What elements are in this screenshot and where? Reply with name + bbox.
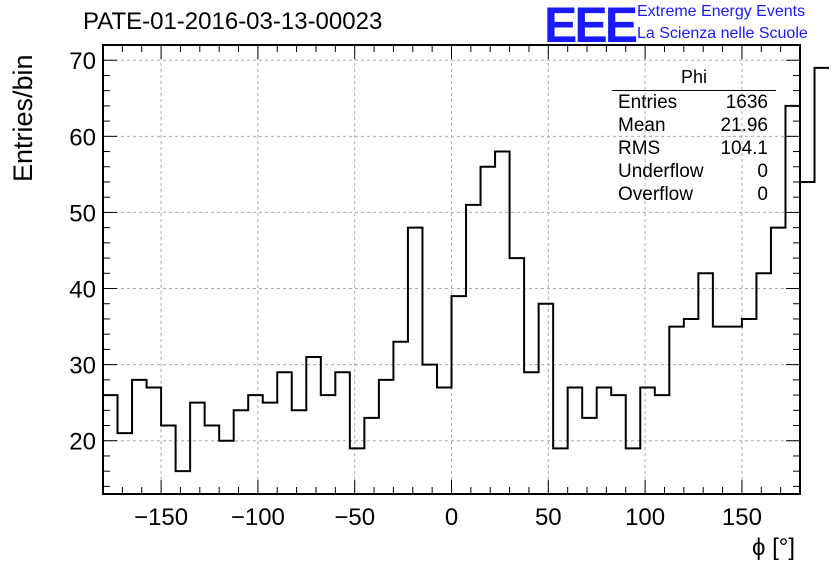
y-tick-label: 50 [69,200,96,227]
y-tick-label: 70 [69,48,96,75]
x-axis: −150 −100 −50 0 50 100 150 [102,45,801,531]
histogram-bin [422,365,437,494]
histogram-bin [510,258,525,494]
histogram-bin [785,106,800,494]
eee-logo: EEE [544,0,638,53]
histogram-bin [176,471,191,494]
stats-box: Phi Entries 1636 Mean 21.96 RMS 104.1 Under… [612,66,776,206]
histogram-bin [364,418,379,494]
histogram-bin [118,433,133,494]
x-tick-label: 50 [535,504,562,531]
stats-row: Underflow 0 [612,160,776,183]
stats-key: Underflow [618,161,704,182]
histogram-bin [190,403,205,494]
histogram-bin [698,273,713,494]
histogram-bin [742,319,757,494]
stats-row: Overflow 0 [612,183,776,206]
logo-text-line1: Extreme Energy Events [637,3,806,20]
histogram-bin [350,448,365,494]
x-tick-label: −50 [334,504,375,531]
x-tick-label: −150 [134,504,188,531]
histogram-bin [553,448,568,494]
histogram-bin [756,273,771,494]
stats-value: 0 [757,161,768,182]
histogram-bin [568,387,583,494]
y-axis-label: Entries/bin [8,54,38,182]
stats-key: Entries [618,92,678,113]
logo-text-line2: La Scienza nelle Scuole [637,25,808,42]
histogram-bin [132,380,147,494]
stats-key: Overflow [618,184,693,205]
histogram-bin [495,152,510,494]
histogram-bin [800,182,815,494]
histogram-bin [582,418,597,494]
stats-key: Mean [618,115,666,136]
histogram-bin [205,426,220,494]
x-tick-label: 0 [445,504,458,531]
grid [103,45,800,494]
histogram-bin [335,372,350,494]
histogram-bin [466,205,481,494]
histogram-bin [161,426,176,494]
stats-title: Phi [612,66,776,91]
stats-row: RMS 104.1 [612,137,776,160]
histogram-bin [292,410,307,494]
histogram-bin [815,68,830,494]
stats-value: 0 [757,184,768,205]
histogram-bin [524,372,539,494]
histogram-bin [669,327,684,494]
histogram-bin [452,296,467,494]
histogram-bin [408,228,423,494]
histogram-bin [539,304,554,494]
stats-value: 21.96 [720,115,768,136]
histogram-bin [771,228,786,494]
histogram-outline [103,66,830,473]
stats-row: Entries 1636 [612,91,776,114]
histogram-bin [277,372,292,494]
stats-value: 104.1 [720,138,768,159]
x-tick-label: −100 [231,504,285,531]
histogram-bin [655,395,670,494]
histogram-bin [248,395,263,494]
stats-value: 1636 [725,92,768,113]
histogram-bin [684,319,699,494]
stats-row: Mean 21.96 [612,114,776,137]
histogram-bin [713,327,728,494]
stats-key: RMS [618,138,661,159]
histogram-bin [611,395,626,494]
histogram-bin [234,410,249,494]
y-tick-label: 40 [69,277,96,304]
histogram-bin [306,357,321,494]
y-tick-label: 30 [69,353,96,380]
histogram-bin [219,441,234,494]
x-tick-label: 150 [722,504,762,531]
y-tick-label: 20 [69,429,96,456]
y-tick-label: 60 [69,124,96,151]
histogram-bin [263,403,278,494]
histogram-series [103,66,830,494]
histogram-bin [626,448,641,494]
x-axis-label: ϕ [°] [752,534,796,561]
histogram-bin [321,395,336,494]
x-tick-label: 100 [625,504,665,531]
histogram-bin [481,167,496,494]
histogram-bin [640,387,655,494]
histogram-bin [379,380,394,494]
chart-title: PATE-01-2016-03-13-00023 [83,8,383,35]
y-axis: 20 30 40 50 60 70 [69,44,800,487]
histogram-bin [727,327,742,494]
